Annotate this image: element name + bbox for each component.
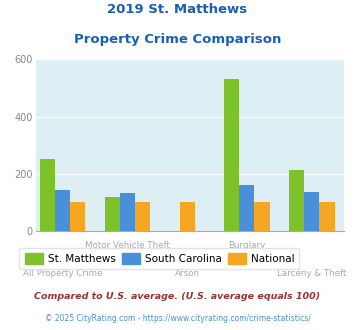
Text: Compared to U.S. average. (U.S. average equals 100): Compared to U.S. average. (U.S. average … bbox=[34, 292, 321, 301]
Bar bbox=[105, 197, 120, 231]
Bar bbox=[135, 202, 151, 231]
Bar bbox=[120, 193, 135, 231]
Bar bbox=[180, 202, 195, 231]
Text: Property Crime Comparison: Property Crime Comparison bbox=[74, 33, 281, 46]
Bar bbox=[224, 80, 239, 231]
Text: All Property Crime: All Property Crime bbox=[23, 269, 102, 278]
Bar bbox=[239, 185, 255, 231]
Bar bbox=[320, 202, 335, 231]
Text: Larceny & Theft: Larceny & Theft bbox=[277, 269, 346, 278]
Bar bbox=[40, 159, 55, 231]
Text: Burglary: Burglary bbox=[228, 241, 266, 250]
Text: 2019 St. Matthews: 2019 St. Matthews bbox=[108, 3, 247, 16]
Bar bbox=[289, 170, 304, 231]
Text: Arson: Arson bbox=[175, 269, 200, 278]
Bar bbox=[70, 202, 85, 231]
Bar bbox=[304, 191, 320, 231]
Legend: St. Matthews, South Carolina, National: St. Matthews, South Carolina, National bbox=[20, 248, 300, 269]
Bar bbox=[255, 202, 269, 231]
Bar bbox=[55, 190, 70, 231]
Text: © 2025 CityRating.com - https://www.cityrating.com/crime-statistics/: © 2025 CityRating.com - https://www.city… bbox=[45, 314, 310, 323]
Text: Motor Vehicle Theft: Motor Vehicle Theft bbox=[85, 241, 170, 250]
